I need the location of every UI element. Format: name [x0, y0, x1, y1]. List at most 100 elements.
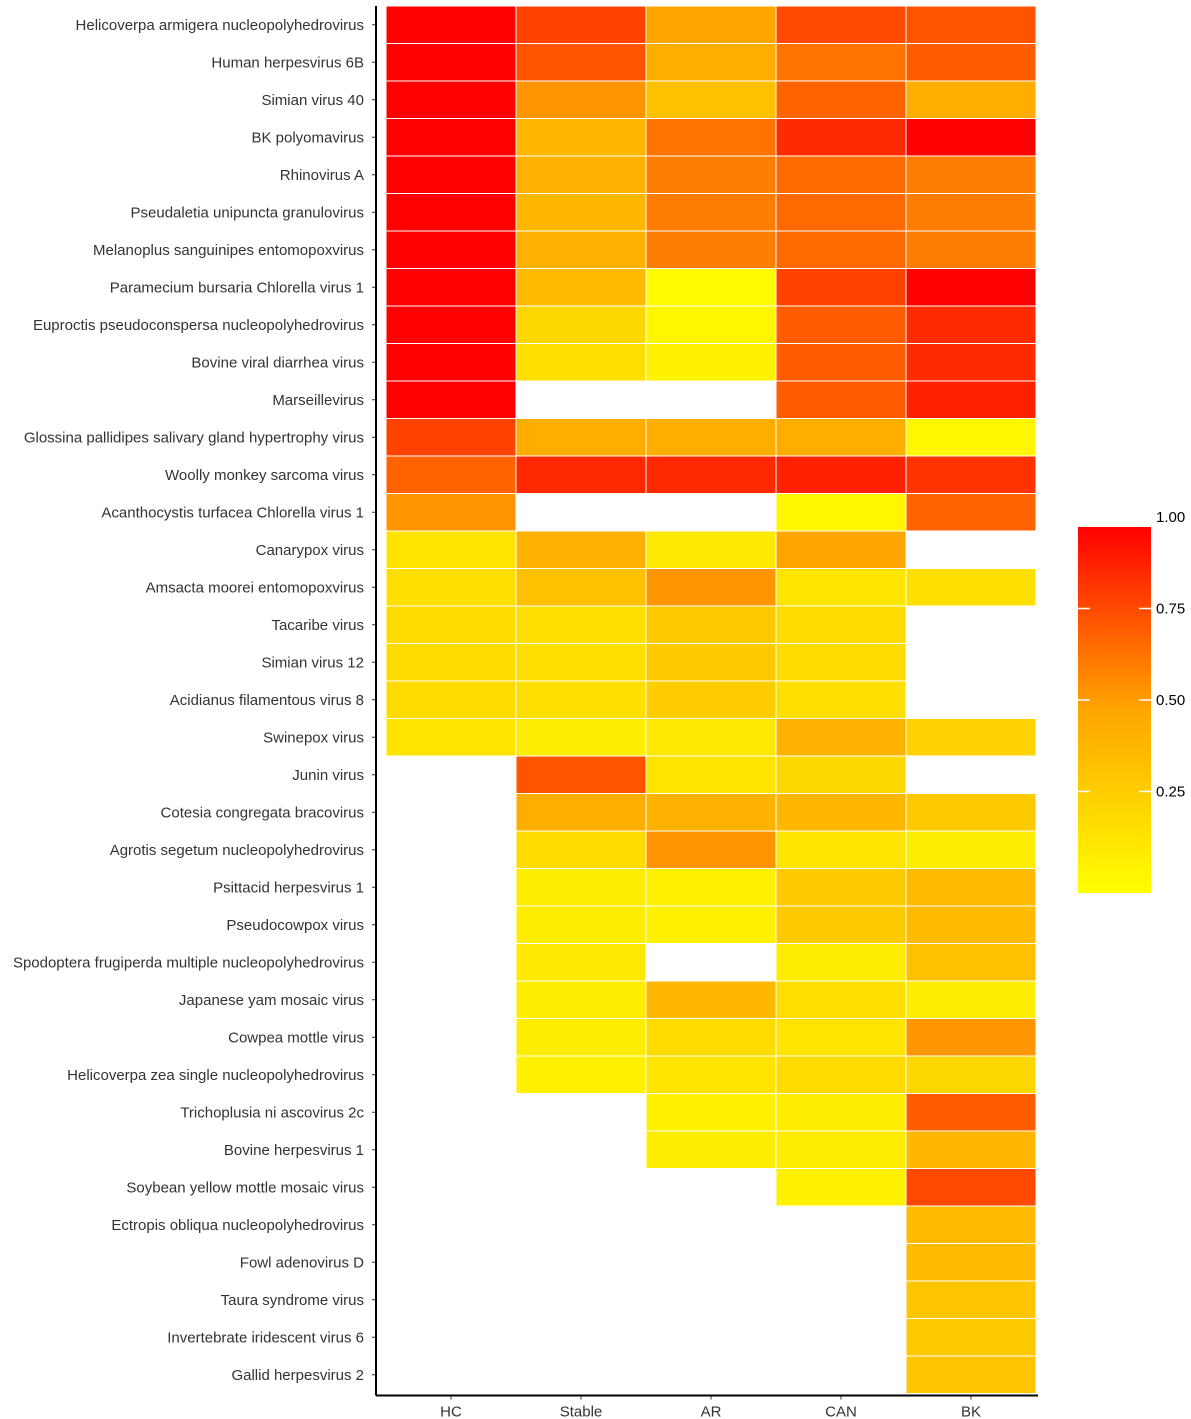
- heatmap-cell: [385, 268, 517, 307]
- heatmap-cell: [515, 605, 647, 644]
- row-label: Bovine herpesvirus 1: [224, 1142, 364, 1159]
- heatmap-cell: [515, 43, 647, 82]
- row-label: Ectropis obliqua nucleopolyhedrovirus: [111, 1217, 364, 1234]
- heatmap-cell: [905, 1018, 1037, 1057]
- heatmap-cell: [515, 530, 647, 569]
- heatmap-cell: [645, 643, 777, 682]
- heatmap-cell: [905, 418, 1037, 457]
- row-label: Bovine viral diarrhea virus: [191, 354, 364, 371]
- heatmap-cell: [905, 80, 1037, 119]
- row-label: Trichoplusia ni ascovirus 2c: [180, 1104, 364, 1121]
- heatmap-cell: [385, 680, 517, 719]
- heatmap-cell: [515, 680, 647, 719]
- heatmap-cell: [515, 868, 647, 907]
- heatmap-cell: [645, 305, 777, 344]
- heatmap-cell: [645, 230, 777, 269]
- row-label: Glossina pallidipes salivary gland hyper…: [24, 429, 364, 446]
- row-label: Amsacta moorei entomopoxvirus: [146, 579, 364, 596]
- heatmap-cell: [645, 455, 777, 494]
- row-label: Woolly monkey sarcoma virus: [165, 467, 364, 484]
- heatmap-cell: [775, 830, 907, 869]
- heatmap-cell: [905, 830, 1037, 869]
- heatmap-cell: [385, 5, 517, 44]
- heatmap-cell: [385, 230, 517, 269]
- heatmap-cell: [645, 1018, 777, 1057]
- heatmap-cell: [385, 568, 517, 607]
- heatmap-cell: [515, 155, 647, 194]
- heatmap-cell: [645, 43, 777, 82]
- heatmap-cell: [645, 80, 777, 119]
- heatmap-cell: [645, 118, 777, 157]
- heatmap-cell: [905, 343, 1037, 382]
- heatmap-cell: [905, 193, 1037, 232]
- heatmap-cell: [515, 943, 647, 982]
- heatmap-cell: [905, 5, 1037, 44]
- heatmap-cell: [775, 5, 907, 44]
- heatmap-cell: [905, 905, 1037, 944]
- heatmap-cell: [905, 1243, 1037, 1282]
- heatmap-cell: [775, 943, 907, 982]
- heatmap-cell: [775, 1093, 907, 1132]
- heatmap-cell: [775, 1055, 907, 1094]
- heatmap-cell: [905, 230, 1037, 269]
- heatmap-cell: [775, 155, 907, 194]
- heatmap-cell: [515, 5, 647, 44]
- row-label: Taura syndrome virus: [221, 1292, 364, 1309]
- heatmap-cell: [775, 680, 907, 719]
- heatmap-cell: [905, 1130, 1037, 1169]
- heatmap-cell: [775, 1018, 907, 1057]
- heatmap-cell: [385, 643, 517, 682]
- heatmap-cell: [905, 1168, 1037, 1207]
- row-label: Soybean yellow mottle mosaic virus: [126, 1179, 364, 1196]
- heatmap-cell: [775, 755, 907, 794]
- heatmap-cell: [515, 718, 647, 757]
- heatmap-cell: [905, 268, 1037, 307]
- heatmap-cell: [775, 493, 907, 532]
- heatmap-cell: [775, 643, 907, 682]
- row-label: Agrotis segetum nucleopolyhedrovirus: [110, 842, 364, 859]
- heatmap-cell: [905, 380, 1037, 419]
- heatmap-cell: [515, 455, 647, 494]
- heatmap-cell: [515, 980, 647, 1019]
- row-label: Helicoverpa zea single nucleopolyhedrovi…: [67, 1067, 364, 1084]
- legend-tick-label: 1.00: [1156, 509, 1185, 526]
- row-label: Invertebrate iridescent virus 6: [167, 1329, 364, 1346]
- heatmap-cell: [905, 868, 1037, 907]
- heatmap-cell: [385, 455, 517, 494]
- row-label: Human herpesvirus 6B: [211, 54, 364, 71]
- heatmap-cell: [645, 1055, 777, 1094]
- heatmap-cell: [775, 605, 907, 644]
- row-label: BK polyomavirus: [251, 129, 364, 146]
- heatmap-cell: [515, 343, 647, 382]
- heatmap-cell: [775, 43, 907, 82]
- row-label: Gallid herpesvirus 2: [231, 1367, 364, 1384]
- heatmap-cell: [775, 793, 907, 832]
- heatmap-cell: [645, 868, 777, 907]
- heatmap-cell: [905, 43, 1037, 82]
- row-label: Melanoplus sanguinipes entomopoxvirus: [93, 242, 364, 259]
- row-label: Tacaribe virus: [271, 617, 364, 634]
- legend-tick-label: 0.25: [1156, 784, 1185, 801]
- heatmap-cell: [775, 1168, 907, 1207]
- heatmap-cell: [385, 193, 517, 232]
- heatmap-cell: [905, 1093, 1037, 1132]
- heatmap-cell: [905, 793, 1037, 832]
- heatmap-cell: [645, 530, 777, 569]
- heatmap-cell: [645, 1093, 777, 1132]
- heatmap-cell: [645, 343, 777, 382]
- heatmap-cell: [385, 43, 517, 82]
- legend-colorbar: [1078, 527, 1151, 893]
- heatmap-cell: [645, 980, 777, 1019]
- heatmap-cell: [645, 905, 777, 944]
- heatmap-cell: [905, 155, 1037, 194]
- heatmap-cell: [385, 418, 517, 457]
- heatmap-cell: [515, 418, 647, 457]
- heatmap-cell: [775, 305, 907, 344]
- row-label: Acanthocystis turfacea Chlorella virus 1: [101, 504, 364, 521]
- heatmap-cell: [645, 1130, 777, 1169]
- heatmap-cell: [775, 905, 907, 944]
- row-label: Junin virus: [292, 767, 364, 784]
- heatmap-cell: [645, 5, 777, 44]
- color-legend: 1.00 0.75 0.50 0.25: [1078, 509, 1185, 893]
